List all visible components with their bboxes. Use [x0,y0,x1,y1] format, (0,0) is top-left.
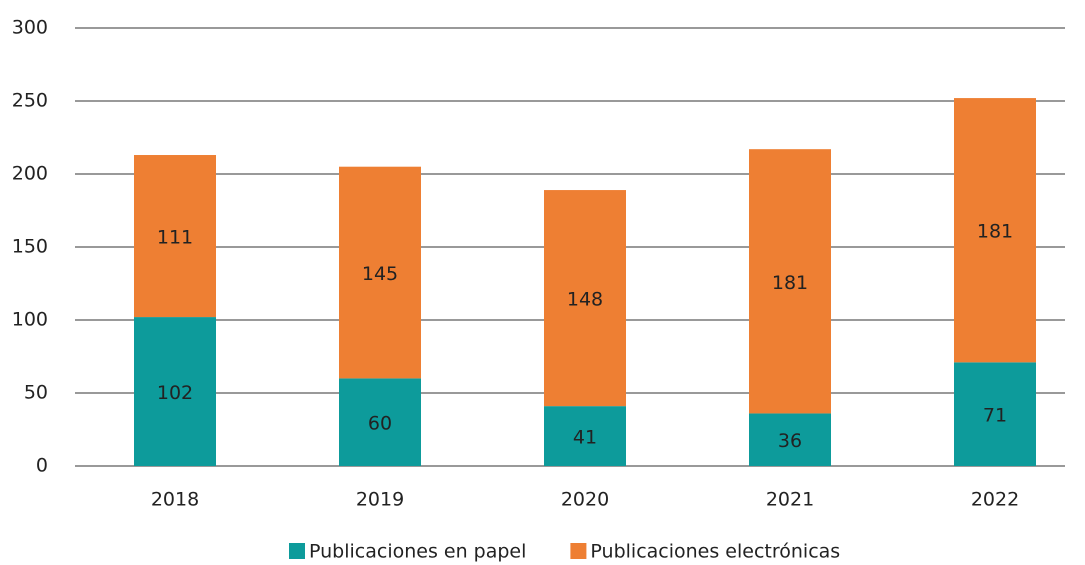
bar-segment [954,362,1036,466]
y-tick-label: 0 [36,455,48,477]
x-tick-label: 2022 [971,489,1019,511]
data-label: 102 [157,382,193,404]
data-label: 111 [157,227,193,249]
data-label: 181 [977,221,1013,243]
legend-label: Publicaciones electrónicas [590,541,840,563]
y-tick-label: 200 [12,163,48,185]
x-tick-label: 2018 [151,489,199,511]
x-tick-label: 2020 [561,489,609,511]
data-label: 41 [573,427,597,449]
bar-segment [339,166,421,379]
y-tick-label: 100 [12,309,48,331]
bar-segment [544,190,626,407]
y-tick-label: 250 [12,90,48,112]
y-tick-label: 50 [24,382,48,404]
x-tick-label: 2019 [356,489,404,511]
legend-swatch [570,543,587,559]
data-label: 145 [362,263,398,285]
legend-label: Publicaciones en papel [309,541,526,563]
data-label: 36 [778,430,802,452]
data-label: 60 [368,413,392,435]
bar-segment [134,317,216,466]
y-tick-label: 300 [12,17,48,39]
x-tick-label: 2021 [766,489,814,511]
bar-segment [339,378,421,466]
bar-segment [749,413,831,466]
data-label: 71 [983,405,1007,427]
y-tick-label: 150 [12,236,48,258]
bar-segment [134,155,216,318]
bar-segment [954,98,1036,363]
bar-segment [749,149,831,414]
bar-segment [544,406,626,466]
data-label: 148 [567,289,603,311]
data-label: 181 [772,272,808,294]
legend-swatch [289,543,305,559]
